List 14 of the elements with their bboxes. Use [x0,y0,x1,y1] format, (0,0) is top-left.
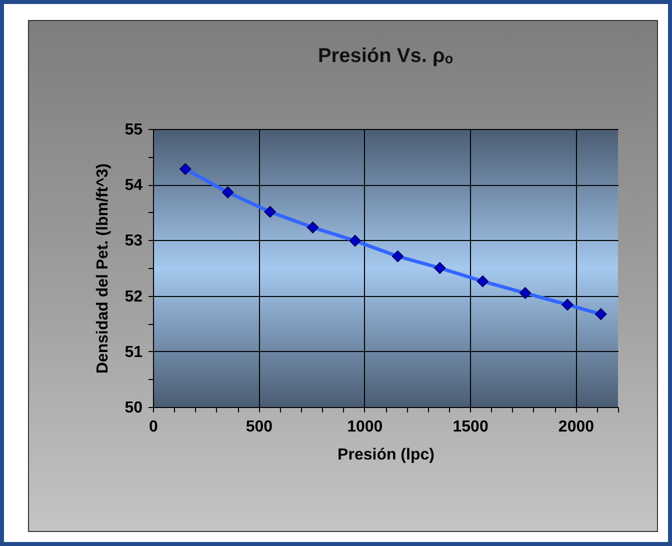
y-axis-title: Densidad del Pet. (lbm/ft^3) [94,163,112,374]
chart-title: Presión Vs. ρₒ [318,45,454,67]
y-tick-label: 50 [124,400,143,416]
y-tick-label: 51 [124,344,143,361]
x-tick-label: 1000 [347,418,383,436]
y-tick-label: 53 [124,232,143,250]
y-tick-label: 55 [124,122,143,138]
x-tick-label: 1500 [452,418,488,436]
x-tick-label: 0 [149,418,158,436]
y-tick-label: 52 [124,288,143,306]
y-tick-label: 54 [124,177,143,194]
x-axis-title: Presión (lpc) [338,446,434,464]
x-tick-label: 2000 [558,418,594,436]
x-tick-label: 500 [246,418,273,436]
